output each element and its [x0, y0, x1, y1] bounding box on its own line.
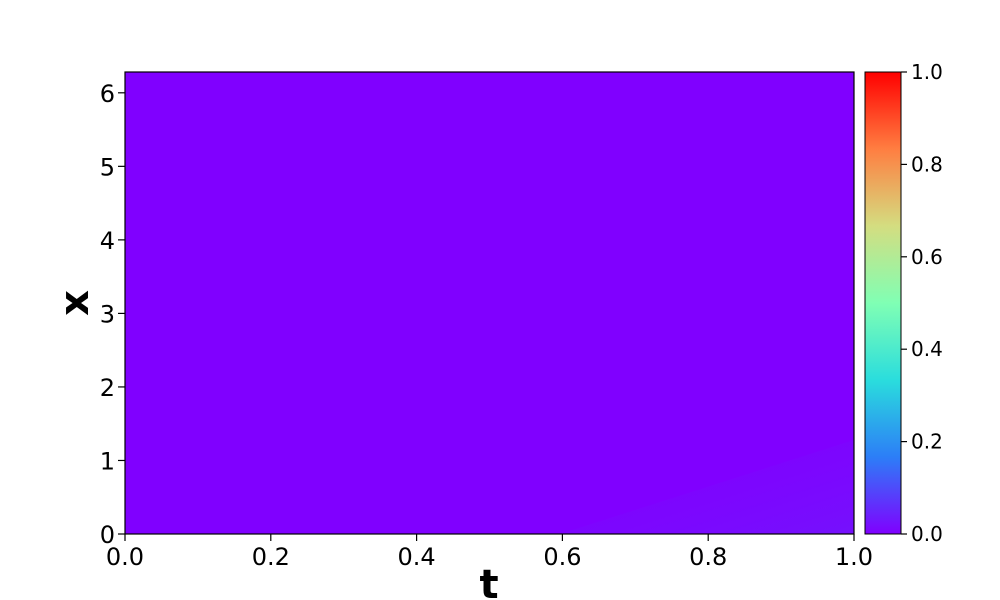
colorbar-gradient	[865, 72, 901, 534]
x-tick-label: 0.6	[543, 543, 581, 571]
x-axis-label: t	[479, 562, 498, 600]
heatmap-field	[125, 72, 854, 534]
colorbar-tick-label: 0.4	[911, 337, 943, 361]
y-tick-label: 6	[100, 80, 115, 108]
colorbar-tick-label: 1.0	[911, 60, 943, 84]
y-axis-label: x	[52, 290, 98, 316]
colorbar-tick-label: 0.0	[911, 522, 943, 546]
colorbar-tick-label: 0.6	[911, 245, 943, 269]
x-tick-label: 0.2	[252, 543, 290, 571]
colorbar-ticks: 0.0 0.2 0.4 0.6 0.8 1.0	[901, 60, 943, 546]
plot-area	[124, 71, 855, 535]
colorbar-tick-label: 0.8	[911, 152, 943, 176]
x-tick-label: 0.8	[689, 543, 727, 571]
colorbar-frame	[864, 71, 902, 535]
colorbar-tick-label: 0.2	[911, 430, 943, 454]
heatmap-corner-gradient	[560, 440, 854, 534]
x-tick-label: 0.0	[106, 543, 144, 571]
y-tick-label: 1	[100, 447, 115, 475]
y-tick-label: 4	[100, 227, 115, 255]
x-axis-ticks: 0.0 0.2 0.4 0.6 0.8 1.0	[106, 534, 873, 571]
plot-frame	[124, 71, 855, 535]
colorbar: 0.0 0.2 0.4 0.6 0.8 1.0	[864, 60, 943, 546]
y-tick-label: 3	[100, 300, 115, 328]
y-tick-label: 0	[100, 521, 115, 549]
x-tick-label: 0.4	[398, 543, 436, 571]
y-axis-ticks: 0 1 2 3 4 5 6	[100, 80, 125, 549]
y-tick-label: 5	[100, 153, 115, 181]
x-tick-label: 1.0	[835, 543, 873, 571]
y-tick-label: 2	[100, 374, 115, 402]
